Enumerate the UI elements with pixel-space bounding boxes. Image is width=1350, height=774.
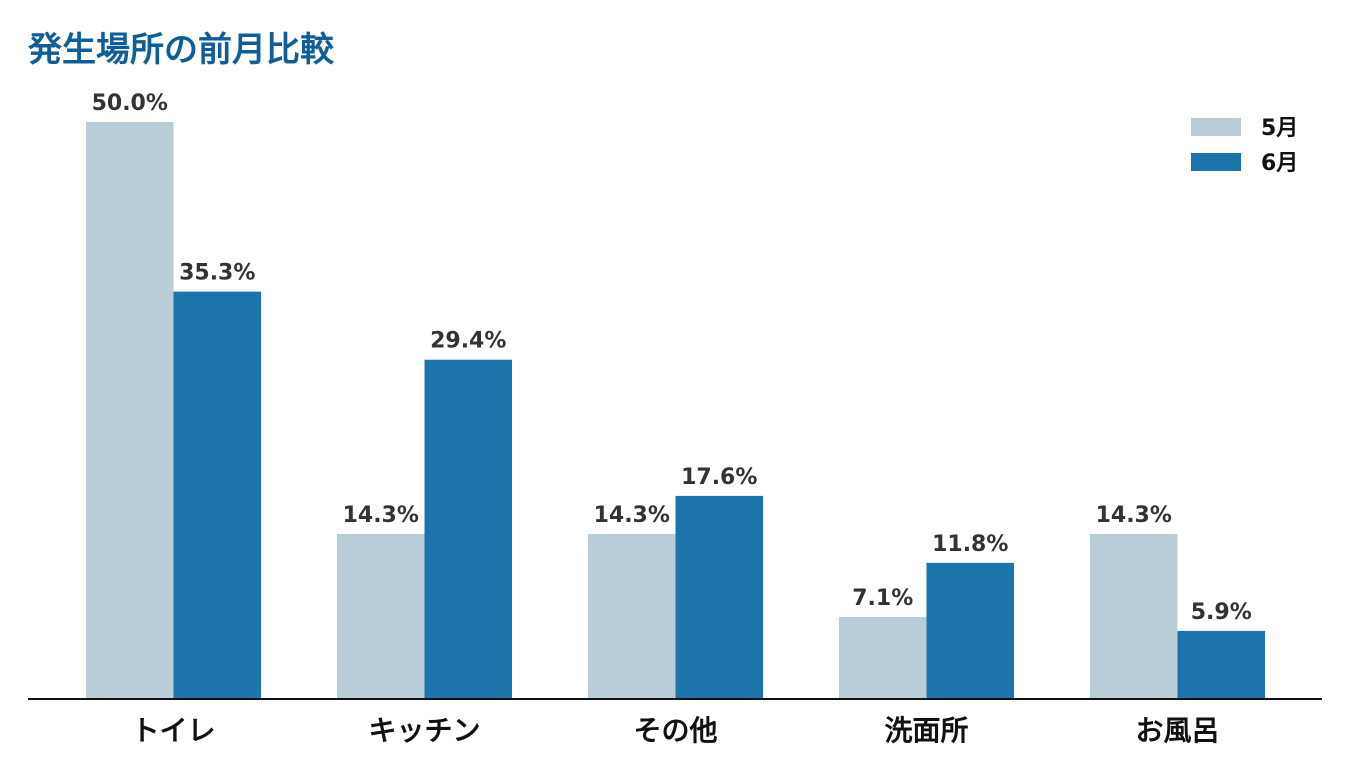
x-tick-label-1: トイレ: [131, 714, 215, 747]
legend-swatch-1: [1191, 118, 1241, 136]
bar-series2-3: [675, 495, 763, 699]
legend-label-1: 5月: [1261, 116, 1298, 141]
data-label-series2-3: 17.6%: [681, 465, 757, 490]
bars-group: [86, 122, 1265, 699]
data-label-series1-2: 14.3%: [343, 503, 419, 528]
data-label-series2-2: 29.4%: [430, 329, 506, 354]
x-tick-label-2: キッチン: [368, 714, 480, 747]
data-labels-group: 50.0% 35.3% 14.3% 29.4% 14.3% 17.6% 7.1% 11.8% 1…: [92, 91, 1252, 625]
data-label-series2-5: 5.9%: [1191, 600, 1252, 625]
bar-series1-4: [839, 617, 927, 699]
legend-swatch-2: [1191, 153, 1241, 171]
bar-series2-2: [424, 359, 512, 699]
bar-series1-5: [1090, 533, 1178, 699]
x-tick-label-4: 洗面所: [884, 714, 968, 747]
chart-title: 発生場所の前月比較: [28, 30, 334, 70]
bar-series2-1: [173, 291, 261, 699]
bar-series2-5: [1177, 630, 1265, 699]
data-label-series2-1: 35.3%: [179, 261, 255, 286]
data-label-series2-4: 11.8%: [932, 532, 1008, 557]
data-label-series1-4: 7.1%: [852, 586, 913, 611]
x-tick-labels-group: トイレ キッチン その他 洗面所 お風呂: [131, 714, 1219, 747]
x-tick-label-5: お風呂: [1135, 714, 1219, 747]
data-label-series1-1: 50.0%: [92, 91, 168, 116]
x-tick-label-3: その他: [633, 714, 717, 747]
data-label-series1-5: 14.3%: [1096, 503, 1172, 528]
bar-series1-2: [337, 533, 425, 699]
bar-series1-1: [86, 122, 174, 699]
legend-label-2: 6月: [1261, 151, 1298, 176]
bar-series1-3: [588, 533, 676, 699]
data-label-series1-3: 14.3%: [594, 503, 670, 528]
bar-series2-4: [926, 562, 1014, 699]
